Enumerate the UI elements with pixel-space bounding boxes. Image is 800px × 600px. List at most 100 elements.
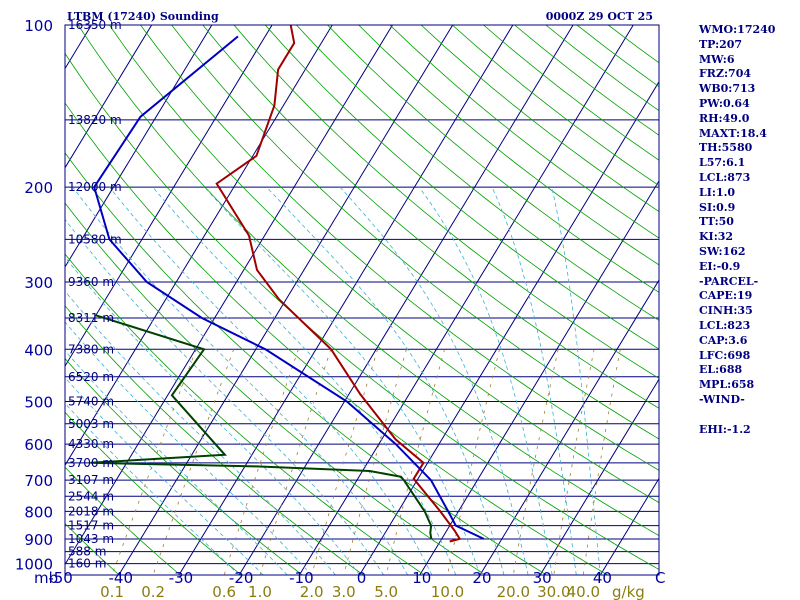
chart-grid (65, 25, 659, 575)
mixing-ratio-3 (343, 349, 407, 575)
index-item: LCL:823 (699, 318, 751, 332)
mixing-ratio-label: 2.0 (300, 583, 324, 600)
isotherm--90 (65, 25, 153, 169)
temperature-label: 30 (533, 569, 552, 587)
index-item: SW:162 (699, 244, 746, 258)
isotherm-40 (599, 477, 659, 575)
mixing-ratio-label: 0.6 (212, 583, 236, 600)
height-label: 5003 m (68, 417, 114, 431)
index-item: TT:50 (699, 215, 734, 229)
dry-adiabat-320 (65, 52, 659, 570)
dry-adiabat-360 (171, 25, 659, 440)
index-item: EI:-0.9 (699, 259, 741, 273)
mixing-ratio-label: 0.1 (100, 583, 124, 600)
dry-adiabat-300 (65, 152, 547, 575)
mixing-ratio-0.6 (223, 349, 299, 575)
mixing-ratio-1 (259, 349, 332, 575)
dry-adiabat-340 (108, 25, 659, 504)
mixing-ratio-label: 3.0 (332, 583, 356, 600)
temperature-label: 0 (357, 569, 367, 587)
height-label: 2018 m (68, 504, 114, 518)
mixing-ratio-label: 10.0 (431, 583, 464, 600)
mixing-ratio-unit-label: g/kg (612, 583, 645, 600)
temperature-label: 10 (412, 569, 431, 587)
moist-adiabat--4 (65, 290, 336, 575)
index-item: L57:6.1 (699, 156, 746, 170)
height-label: 5740 m (68, 394, 114, 408)
pressure-label: 300 (24, 274, 53, 292)
height-label: 3700 m (68, 456, 114, 470)
pressure-label: 700 (24, 472, 53, 490)
dry-adiabat-350 (140, 25, 659, 471)
pressure-unit-label: mb (34, 569, 58, 587)
temperature-label: -50 (48, 569, 73, 587)
mixing-ratio-label: 20.0 (497, 583, 530, 600)
pressure-label: 200 (24, 179, 53, 197)
pressure-label: 100 (24, 17, 53, 35)
mixing-ratio-40 (582, 349, 621, 575)
index-item: -PARCEL- (699, 274, 759, 288)
dry-adiabat-310 (65, 102, 608, 575)
index-item: LCL:873 (699, 170, 751, 184)
dry-adiabat-270 (65, 305, 364, 575)
isotherm--20 (238, 25, 574, 575)
mixing-ratio-label: 1.0 (248, 583, 272, 600)
index-item: MAXT:18.4 (699, 126, 767, 140)
moist-adiabat-24 (266, 186, 505, 575)
index-item: LI:1.0 (699, 185, 736, 199)
pressure-label: 900 (24, 531, 53, 549)
moist-adiabat-12 (109, 186, 433, 575)
temperature-label: 20 (472, 569, 491, 587)
isotherm-10 (419, 179, 659, 575)
isotherm--60 (65, 25, 333, 467)
index-item: CAP:3.6 (699, 333, 748, 347)
chart-valid-time: 0000Z 29 OCT 25 (546, 10, 653, 23)
height-label: 588 m (68, 545, 106, 559)
moist-adiabat--16 (65, 376, 264, 575)
temperature-unit-label: C (655, 569, 665, 587)
dewpoint-trace (90, 314, 433, 540)
index-item: CINH:35 (699, 304, 753, 318)
pressure-label: 600 (24, 436, 53, 454)
temperature-label: -30 (169, 569, 194, 587)
dry-adiabat-420 (358, 25, 659, 266)
dry-adiabat-390 (264, 25, 659, 350)
isotherm--10 (298, 25, 634, 575)
height-label: 8311 m (68, 311, 114, 325)
dry-adiabat-280 (65, 253, 425, 575)
index-item: -WIND- (699, 392, 745, 406)
pressure-label: 500 (24, 393, 53, 411)
index-item: WB0:713 (699, 82, 756, 96)
height-label: 12000 m (68, 180, 122, 194)
index-item: FRZ:704 (699, 67, 752, 81)
isotherm-20 (479, 279, 659, 575)
isotherm--80 (65, 25, 213, 268)
chart-title: LTBM (17240) Sounding (67, 10, 219, 23)
pressure-label: 800 (24, 503, 53, 521)
dry-adiabat-400 (296, 25, 659, 321)
dry-adiabat-330 (77, 25, 659, 537)
index-item: SI:0.9 (699, 200, 736, 214)
moist-adiabat-36 (491, 186, 577, 575)
sounding-indices-panel: WMO:17240 TP:207 MW:6 FRZ:704 WB0:713 PW:0.64… (699, 23, 799, 437)
height-label: 9360 m (68, 275, 114, 289)
temperature-label: -10 (289, 569, 314, 587)
isotherm--30 (178, 25, 514, 575)
height-label: 13820 m (68, 113, 122, 127)
temperature-trace (215, 25, 462, 543)
height-label: 2544 m (68, 489, 114, 503)
height-label: 10580 m (68, 232, 122, 246)
mixing-ratio-label: 40.0 (567, 583, 600, 600)
index-item: TH:5580 (699, 141, 753, 155)
dry-adiabat-230 (65, 523, 120, 575)
temperature-label: -20 (229, 569, 254, 587)
moist-adiabat--20 (65, 402, 240, 575)
pressure-label: 400 (24, 341, 53, 359)
indices-spacer (699, 408, 799, 423)
dry-adiabat-370 (202, 25, 659, 409)
index-item: RH:49.0 (699, 111, 750, 125)
index-item: PW:0.64 (699, 96, 750, 110)
plot-frame (64, 24, 660, 576)
height-label: 1517 m (68, 519, 114, 533)
